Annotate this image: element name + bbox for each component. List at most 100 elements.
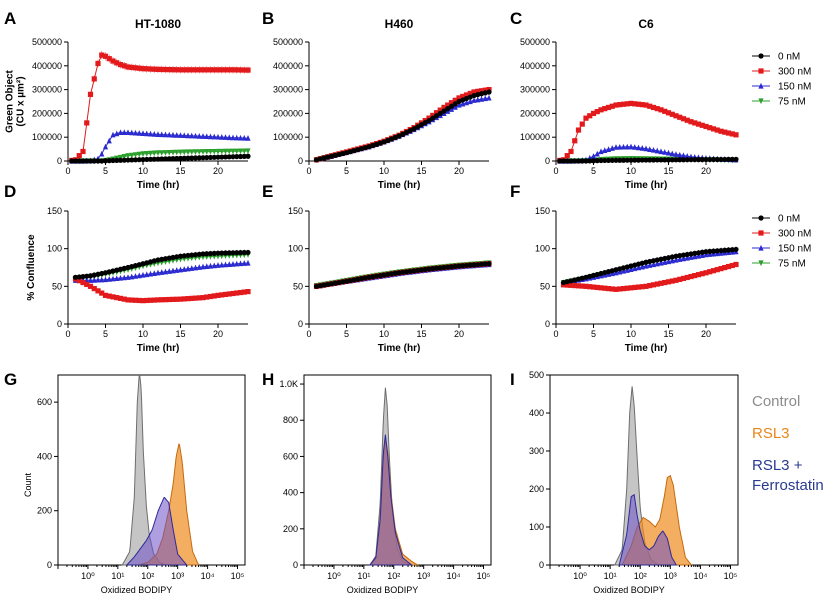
x-tick-label: 10³ [417, 571, 430, 581]
flow-legend-label: Control [752, 393, 800, 410]
panel-c: C C6 0 100000 200000 300000 400000 500000 0 5 10 15… [510, 9, 739, 191]
data-point [635, 264, 642, 271]
data-point [95, 60, 101, 67]
data-point [170, 267, 176, 274]
data-point [647, 282, 653, 289]
data-point [185, 132, 191, 139]
data-point [95, 288, 101, 294]
data-point [617, 102, 623, 108]
y-tick-label: 200 [529, 484, 544, 494]
y-tick-label: 150 [288, 206, 303, 216]
data-point [460, 263, 466, 269]
data-point [722, 129, 728, 135]
data-point [140, 271, 146, 278]
data-point [703, 249, 709, 255]
data-point [673, 157, 679, 163]
data-point [181, 253, 187, 259]
legend-marker [758, 260, 764, 267]
data-point [151, 66, 157, 72]
data-point [87, 91, 94, 97]
data-point [181, 132, 187, 139]
data-point [673, 277, 679, 283]
y-tick-label: 150 [535, 206, 550, 216]
data-point [106, 137, 112, 144]
y-tick-label: 0 [545, 156, 550, 166]
data-point [132, 297, 139, 303]
data-point [129, 152, 135, 159]
data-point [445, 106, 451, 112]
data-point [174, 155, 180, 162]
y-tick-label: 0 [47, 560, 52, 570]
data-point [245, 249, 251, 256]
data-point [650, 282, 657, 288]
data-point [200, 133, 206, 139]
panel-i: I 0 100 200 300 400 500 10⁰ 10¹ 10² 10³ 10⁴ 10⁵ Oxidi… [510, 370, 739, 595]
data-point [463, 262, 470, 269]
data-point [699, 157, 705, 163]
data-point [594, 150, 600, 157]
data-point [170, 149, 176, 156]
x-tick-label: 20 [213, 166, 223, 176]
data-point [177, 266, 184, 273]
data-point [185, 67, 191, 73]
series-0nm [313, 261, 492, 289]
x-tick-label: 15 [663, 166, 673, 176]
data-point [222, 148, 229, 155]
data-point [628, 143, 634, 150]
data-point [714, 248, 720, 254]
data-point [162, 297, 169, 303]
data-point [106, 158, 112, 164]
data-point [602, 106, 608, 112]
data-point [211, 293, 217, 299]
data-point [162, 150, 169, 156]
data-point [598, 157, 604, 164]
series-0nm [557, 156, 739, 164]
data-point [215, 262, 221, 268]
data-point [639, 157, 645, 163]
chart-title: H460 [385, 17, 414, 31]
data-point [226, 134, 232, 141]
data-point [162, 156, 169, 162]
x-tick-label: 10⁴ [201, 571, 215, 581]
data-point [207, 293, 214, 300]
legend-label: 150 nM [778, 82, 811, 93]
panel-letter: C [510, 9, 522, 28]
data-point [647, 157, 653, 163]
data-point [99, 158, 105, 164]
data-point [241, 249, 247, 256]
data-point [680, 157, 687, 163]
data-point [151, 131, 157, 137]
y-tick-label: 0 [293, 560, 298, 570]
data-point [729, 131, 735, 137]
legend-marker [758, 82, 764, 89]
x-tick-label: 15 [175, 166, 185, 176]
data-point [617, 268, 623, 275]
data-point [185, 252, 191, 259]
data-point [151, 270, 157, 276]
data-point [635, 284, 642, 290]
data-point [87, 277, 94, 283]
series-0nm [313, 89, 492, 163]
x-tick-label: 0 [553, 166, 558, 176]
data-point [147, 297, 154, 303]
data-point [635, 101, 642, 107]
data-point [110, 58, 116, 64]
x-tick-label: 10⁴ [447, 571, 461, 581]
data-point [151, 297, 157, 303]
data-point [129, 64, 135, 71]
x-tick-label: 0 [65, 329, 70, 339]
data-point [695, 252, 702, 259]
data-point [144, 156, 150, 163]
data-point [572, 158, 578, 164]
data-point [95, 158, 101, 164]
data-point [448, 264, 455, 270]
data-point [125, 157, 131, 163]
data-point [166, 67, 172, 73]
y-tick-label: 0 [545, 319, 550, 329]
data-point [155, 156, 161, 162]
data-point [669, 257, 675, 264]
data-point [84, 120, 90, 126]
data-point [486, 89, 492, 95]
data-point [222, 154, 229, 160]
data-point [234, 67, 240, 73]
